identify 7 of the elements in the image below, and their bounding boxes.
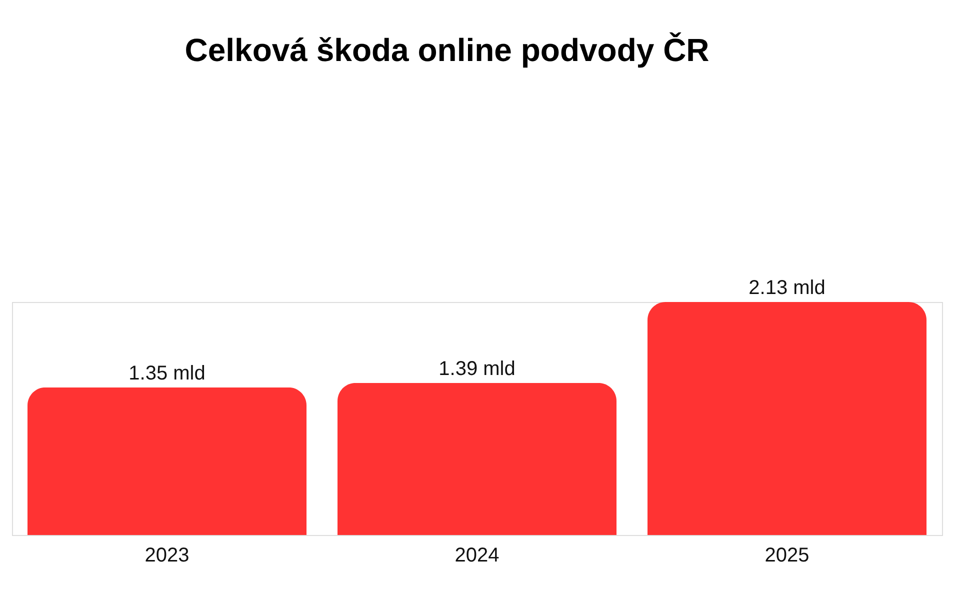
x-tick-label: 2024 xyxy=(454,544,500,566)
data-label: 1.35 mld xyxy=(128,362,206,384)
chart-title: Celková škoda online podvody ČR xyxy=(184,32,710,68)
data-label: 2.13 mld xyxy=(748,277,826,299)
data-label: 1.39 mld xyxy=(438,358,516,380)
x-tick-label: 2023 xyxy=(144,544,190,566)
x-tick-label: 2025 xyxy=(764,544,810,566)
